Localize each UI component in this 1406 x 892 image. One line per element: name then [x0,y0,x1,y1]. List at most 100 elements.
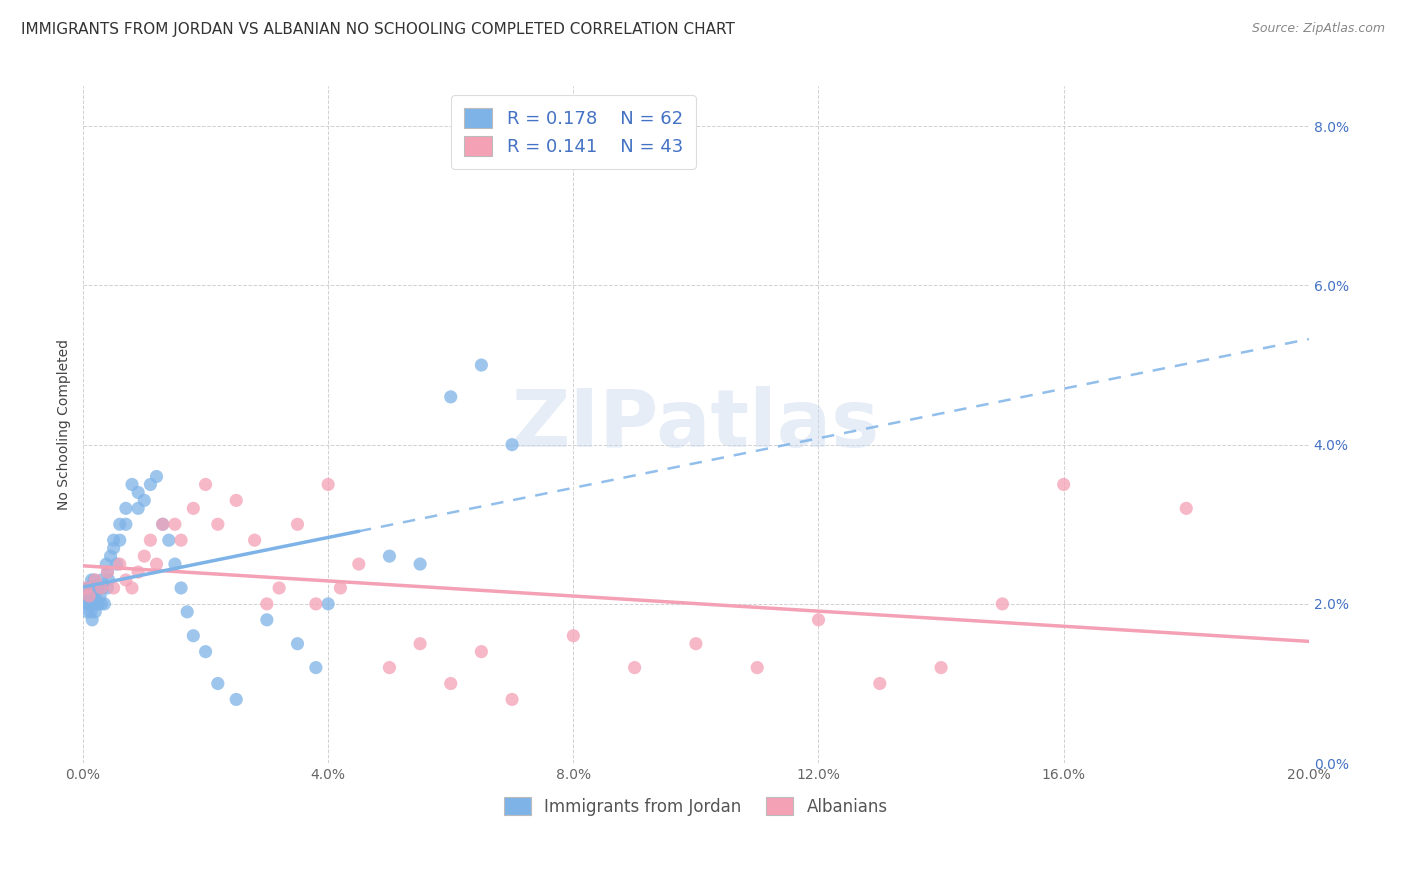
Point [501,437,523,451]
Point [103,581,125,595]
Point [127,501,149,516]
Point [86,581,108,595]
Point [225,493,247,508]
Point [685,637,707,651]
Point [84,589,107,603]
Point [163,557,186,571]
Point [623,660,645,674]
Point [170,533,193,548]
Point [378,549,401,563]
Point [91,581,114,595]
Point [181,501,204,516]
Point [96,557,118,571]
Point [108,517,131,532]
Point [134,493,156,508]
Point [83,573,105,587]
Point [77,581,100,595]
Point [181,629,204,643]
Point [243,533,266,548]
Point [305,597,328,611]
Point [79,589,101,603]
Point [96,565,118,579]
Point [82,613,104,627]
Point [440,676,463,690]
Point [127,485,149,500]
Point [207,517,229,532]
Point [207,676,229,690]
Point [90,597,112,611]
Point [82,589,104,603]
Point [80,605,103,619]
Point [103,541,125,556]
Point [93,597,115,611]
Point [991,597,1014,611]
Point [409,637,432,651]
Point [84,573,107,587]
Point [316,597,339,611]
Point [194,477,217,491]
Y-axis label: No Schooling Completed: No Schooling Completed [58,339,72,510]
Point [562,629,585,643]
Point [139,477,162,491]
Point [152,517,174,532]
Point [105,557,128,571]
Point [869,676,891,690]
Point [316,477,339,491]
Point [77,589,100,603]
Point [89,589,111,603]
Point [145,469,167,483]
Point [1175,501,1198,516]
Point [152,517,174,532]
Point [87,597,110,611]
Text: Source: ZipAtlas.com: Source: ZipAtlas.com [1251,22,1385,36]
Point [97,573,120,587]
Point [115,501,138,516]
Point [87,581,110,595]
Point [108,533,131,548]
Point [329,581,352,595]
Point [194,645,217,659]
Point [121,581,143,595]
Point [103,533,125,548]
Point [121,477,143,491]
Point [378,660,401,674]
Point [77,581,100,595]
Point [90,573,112,587]
Point [157,533,180,548]
Point [176,605,198,619]
Point [470,358,492,372]
Point [76,605,98,619]
Point [440,390,463,404]
Point [139,533,162,548]
Point [100,549,122,563]
Point [287,637,309,651]
Point [470,645,492,659]
Point [75,581,97,595]
Point [77,589,100,603]
Point [256,613,278,627]
Point [225,692,247,706]
Legend: Immigrants from Jordan, Albanians: Immigrants from Jordan, Albanians [498,790,894,822]
Point [134,549,156,563]
Point [82,581,104,595]
Point [80,573,103,587]
Point [84,605,107,619]
Point [269,581,291,595]
Point [305,660,328,674]
Point [96,581,118,595]
Point [82,597,104,611]
Text: ZIPatlas: ZIPatlas [512,385,880,464]
Point [929,660,952,674]
Point [807,613,830,627]
Point [256,597,278,611]
Point [115,573,138,587]
Point [501,692,523,706]
Point [115,517,138,532]
Point [163,517,186,532]
Point [75,597,97,611]
Point [1053,477,1076,491]
Point [96,565,118,579]
Point [73,589,96,603]
Point [90,581,112,595]
Point [77,597,100,611]
